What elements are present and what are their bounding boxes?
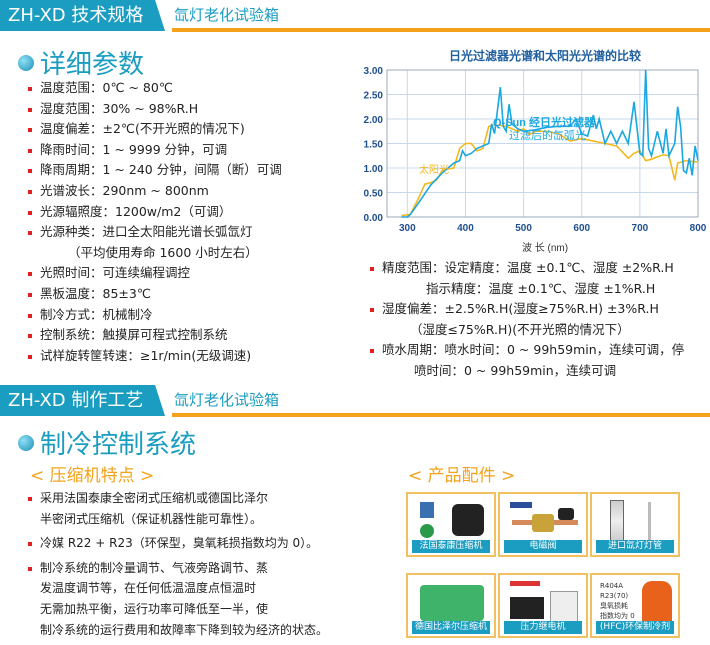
product-image — [416, 500, 486, 538]
list-item: 黑板温度：85±3℃ — [28, 284, 282, 305]
details-heading: 详细参数 — [18, 44, 144, 81]
section-subtitle: 氙灯老化试验箱 — [174, 391, 280, 409]
divider — [172, 28, 710, 32]
product-image: R404A R23(70) 臭氧损耗指数均为 0 — [600, 581, 672, 625]
list-item: （湿度≤75%R.H)(不开光照的情况下） — [410, 321, 630, 337]
compressor-list: 采用法国泰康全密闭式压缩机或德国比泽尔半密闭式压缩机（保证机器性能可靠性）。冷媒… — [28, 488, 328, 640]
y-tick-label: 1.50 — [364, 140, 384, 151]
legend-qsun-line2: 过滤后的氙弧光 — [509, 128, 586, 142]
list-item: 制冷系统的制冷量调节、气液旁路调节、蒸 — [28, 558, 328, 579]
list-item: 降雨时间：1 ~ 9999 分钟，可调 — [28, 140, 282, 161]
bullet-ball-icon — [18, 434, 34, 451]
list-item: 降雨周期：1 ~ 240 分钟，间隔（断）可调 — [28, 160, 282, 181]
list-item: 制冷方式：机械制冷 — [28, 305, 282, 326]
y-tick-label: 3.00 — [364, 66, 384, 77]
legend-qsun-line1: Q-Sun 经日光过滤器 — [493, 115, 596, 129]
list-item: 光谱波长：290nm ~ 800nm — [28, 181, 282, 202]
section-title: ZH-XD 技术规格 — [0, 0, 165, 31]
y-tick-label: 2.00 — [364, 115, 384, 126]
chart-title: 日光过滤器光谱和太阳光光谱的比较 — [449, 48, 641, 63]
product-card: 德国比泽尔压缩机 — [406, 573, 496, 638]
product-image — [508, 500, 578, 537]
spectrum-chart: 日光过滤器光谱和太阳光光谱的比较 300 400 500 600 700 800 0.00 0.… — [364, 48, 707, 254]
list-item: 控制系统：触摸屏可程式控制系统 — [28, 325, 282, 346]
list-item: 湿度范围：30% ~ 98%R.H — [28, 99, 282, 120]
series-line-0 — [401, 69, 699, 218]
list-item: 温度偏差：±2℃(不开光照的情况下) — [28, 119, 282, 140]
list-item: 冷媒 R22 + R23（环保型，臭氧耗损指数均为 0）。 — [28, 533, 328, 554]
list-item: 湿度偏差：±2.5%R.H(湿度≥75%R.H) ±3%R.H — [370, 299, 684, 320]
cooling-heading: 制冷控制系统 — [18, 424, 196, 461]
product-caption: 电磁阀 — [504, 540, 582, 553]
list-item: 喷时间：0 ~ 99h59min，连续可调 — [414, 362, 617, 378]
bullet-ball-icon — [18, 54, 34, 71]
list-item: 光源辐照度：1200w/m2（可调） — [28, 202, 282, 223]
details-list: 温度范围：0℃ ~ 80℃ 湿度范围：30% ~ 98%R.H 温度偏差：±2℃(不… — [28, 78, 282, 366]
x-tick-label: 800 — [690, 223, 707, 234]
product-card: R404A R23(70) 臭氧损耗指数均为 0 (HFC)环保制冷剂 — [590, 573, 680, 638]
x-tick-label: 300 — [399, 223, 416, 234]
plot-frame — [386, 69, 699, 218]
list-item: 光照时间：可连续编程调控 — [28, 263, 282, 284]
y-tick-label: 0.50 — [364, 189, 384, 200]
y-tick-label: 2.50 — [364, 91, 384, 102]
parts-heading: < 产品配件 > — [408, 466, 516, 486]
list-item: 喷水周期：喷水时间：0 ~ 99h59min，连续可调，停 — [370, 340, 684, 361]
refrigerant-text: R23(70) — [600, 592, 629, 600]
refrigerant-label: R404A R23(70) 臭氧损耗指数均为 0 — [600, 581, 635, 621]
compressor-heading: < 压缩机特点 > — [30, 466, 155, 486]
product-caption: 进口氙灯灯管 — [596, 540, 674, 553]
list-item: 发温度调节等，在任何低温温度点恒温时 — [40, 581, 257, 596]
refrigerant-text: 臭氧损耗 — [600, 602, 628, 610]
x-tick-label: 600 — [573, 223, 590, 234]
product-caption: 法国泰康压缩机 — [412, 540, 490, 553]
list-item: 指示精度：温度 ±0.1℃、湿度 ±1%R.H — [426, 280, 656, 296]
product-image — [416, 581, 486, 621]
list-item: 无需加热平衡，运行功率可降低至一半，使 — [40, 601, 269, 616]
product-card: 法国泰康压缩机 — [406, 492, 496, 557]
list-item: 温度范围：0℃ ~ 80℃ — [28, 78, 282, 99]
legend-sun: 太阳光 — [419, 163, 449, 176]
list-item: （平均使用寿命 1600 小时左右） — [68, 244, 258, 260]
section-subtitle: 氙灯老化试验箱 — [174, 6, 280, 24]
product-caption: 压力继电机 — [504, 621, 582, 634]
list-item: 光源种类：进口全太阳能光谱长弧氙灯 — [28, 222, 282, 243]
details-right-list: 精度范围：设定精度：温度 ±0.1℃、湿度 ±2%R.H 指示精度：温度 ±0.1… — [370, 258, 684, 382]
list-item: 制冷系统的运行费用和故障率下降到较为经济的状态。 — [40, 622, 329, 637]
product-card: 电磁阀 — [498, 492, 588, 557]
refrigerant-text: 指数均为 0 — [600, 612, 635, 620]
product-caption: 德国比泽尔压缩机 — [412, 621, 490, 634]
y-tick-label: 0.00 — [364, 213, 384, 224]
product-caption: (HFC)环保制冷剂 — [596, 621, 674, 634]
list-item: 采用法国泰康全密闭式压缩机或德国比泽尔 — [28, 488, 328, 509]
x-tick-label: 500 — [515, 223, 532, 234]
product-image — [508, 581, 578, 623]
x-tick-label: 700 — [632, 223, 649, 234]
section-title: ZH-XD 制作工艺 — [0, 385, 165, 416]
product-image — [600, 500, 670, 542]
craft-section-header: ZH-XD 制作工艺 氙灯老化试验箱 — [0, 385, 710, 417]
product-card: 进口氙灯灯管 — [590, 492, 680, 557]
list-item: 精度范围：设定精度：温度 ±0.1℃、湿度 ±2%R.H — [370, 258, 684, 279]
list-item: 试样旋转筐转速：≥1r/min(无级调速) — [28, 346, 282, 367]
y-tick-label: 1.00 — [364, 164, 384, 175]
refrigerant-text: R404A — [600, 582, 624, 590]
divider — [172, 413, 710, 417]
product-card: 压力继电机 — [498, 573, 588, 638]
spec-section-header: ZH-XD 技术规格 氙灯老化试验箱 — [0, 0, 710, 32]
x-tick-label: 400 — [457, 223, 474, 234]
list-item: 半密闭式压缩机（保证机器性能可靠性）。 — [40, 511, 263, 526]
x-axis-label: 波 长 (nm) — [522, 241, 568, 254]
